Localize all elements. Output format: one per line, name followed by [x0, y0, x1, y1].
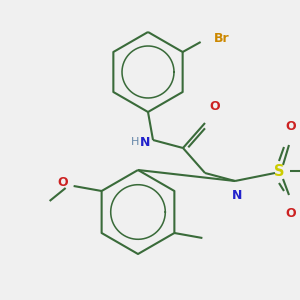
- Text: N: N: [140, 136, 150, 148]
- Text: S: S: [274, 164, 284, 178]
- Text: O: O: [57, 176, 68, 190]
- Text: H: H: [130, 137, 139, 147]
- Text: Br: Br: [214, 32, 229, 46]
- Text: O: O: [286, 207, 296, 220]
- Text: N: N: [232, 189, 242, 202]
- Text: O: O: [209, 100, 220, 113]
- Text: O: O: [286, 120, 296, 133]
